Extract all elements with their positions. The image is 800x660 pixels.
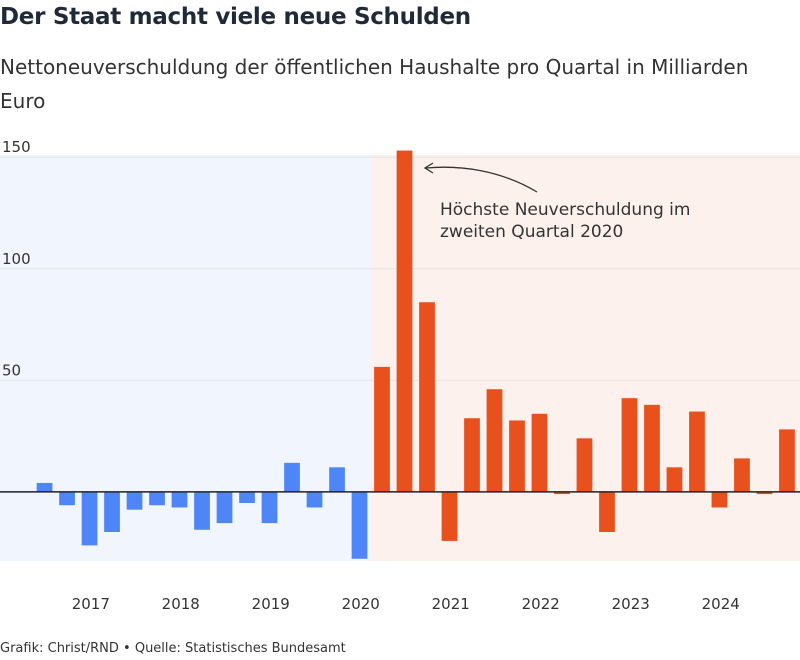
annotation: Höchste Neuverschuldung im	[440, 200, 690, 220]
bar	[239, 491, 255, 503]
x-tick-label: 2024	[702, 595, 740, 613]
bar	[464, 418, 480, 492]
x-tick-label: 2023	[612, 595, 650, 613]
bar	[306, 491, 323, 508]
bar	[36, 482, 53, 492]
bar	[509, 420, 525, 492]
bar	[149, 491, 165, 506]
bar	[284, 462, 300, 492]
bar	[194, 491, 210, 530]
bar	[756, 491, 773, 495]
bar	[779, 429, 795, 492]
bar	[531, 413, 548, 492]
bar	[576, 438, 593, 492]
bar	[104, 491, 120, 532]
x-tick-label: 2017	[72, 595, 110, 613]
bar	[81, 491, 98, 546]
bar	[261, 491, 278, 524]
bar	[644, 404, 660, 492]
bar	[441, 491, 458, 541]
annotation-arrowhead	[423, 162, 434, 174]
y-tick-label: 150	[2, 138, 31, 156]
bar	[216, 491, 233, 524]
x-tick-label: 2022	[522, 595, 560, 613]
bar	[486, 389, 503, 492]
bar	[171, 491, 188, 508]
bar	[599, 491, 615, 532]
bar	[126, 491, 143, 510]
chart: 50 100 150 Höchste Neuverschuldung im zwei…	[0, 138, 800, 613]
bar	[711, 491, 728, 508]
bar	[396, 150, 413, 492]
y-tick-label: 50	[2, 361, 21, 379]
source: Grafik: Christ/RND • Quelle: Statistisch…	[0, 641, 346, 656]
y-tick-label: 100	[2, 250, 31, 268]
chart-title: Der Staat macht viele neue Schulden	[0, 4, 471, 30]
bar	[329, 467, 345, 492]
bar	[689, 411, 705, 492]
x-tick-label: 2019	[252, 595, 290, 613]
x-tick-label: 2018	[162, 595, 200, 613]
x-tick-label: 2020	[342, 595, 380, 613]
bar	[351, 491, 368, 559]
bar	[734, 458, 750, 492]
annotation-arrow	[425, 166, 538, 193]
bar	[666, 467, 683, 492]
bar	[554, 491, 570, 495]
bar	[59, 491, 75, 506]
x-tick-label: 2021	[432, 595, 470, 613]
bar	[621, 398, 638, 492]
bar	[419, 302, 435, 492]
bar	[374, 366, 390, 492]
chart-subtitle: Nettoneuverschuldung der öffentlichen Ha…	[0, 55, 749, 113]
annotation: zweiten Quartal 2020	[440, 222, 623, 242]
